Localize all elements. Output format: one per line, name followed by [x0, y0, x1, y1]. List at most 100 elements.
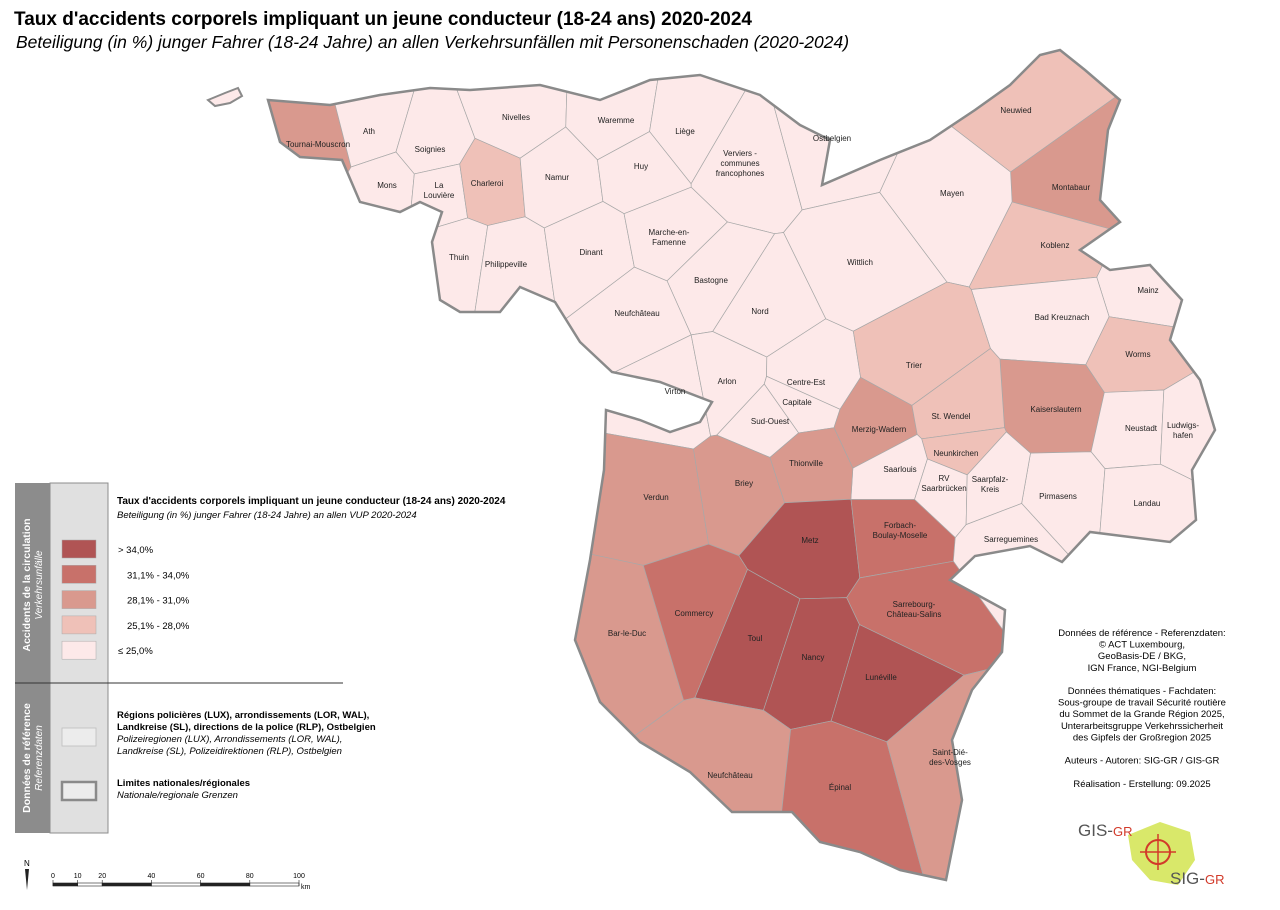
north-label: N: [24, 859, 30, 868]
region-label: Metz: [801, 536, 818, 545]
legend-label: 31,1% - 34,0%: [127, 570, 190, 581]
region-label: Liège: [675, 127, 695, 136]
region-label: francophones: [716, 169, 764, 178]
region-label: Sud-Ouest: [751, 417, 790, 426]
region-label: Saarpfalz-: [972, 475, 1009, 484]
credit-line: GeoBasis-DE / BKG,: [1098, 651, 1186, 662]
region-label: Philippeville: [485, 260, 528, 269]
region-label: Nord: [751, 307, 768, 316]
region-label: Ath: [363, 127, 375, 136]
legend-swatch: [61, 539, 97, 559]
scale-segment: [249, 882, 300, 887]
scale-tick-label: 0: [51, 873, 55, 880]
logo-part: GR: [1113, 824, 1133, 839]
reference-sublabel: Polizeiregionen (LUX), Arrondissements (…: [117, 734, 342, 745]
region-label: Kaiserslautern: [1030, 405, 1081, 414]
region-label: Wittlich: [847, 258, 873, 267]
credit-line: Réalisation - Erstellung: 09.2025: [1073, 779, 1210, 790]
region-labels: Tournai-Mouscron Ath Soignies Nivelles Warem…: [286, 106, 1199, 792]
reference-swatch: [61, 727, 97, 747]
region-label: Nancy: [802, 653, 825, 662]
region-label: Trier: [906, 361, 922, 370]
logo: GIS-GR SIG-GR: [1078, 821, 1224, 888]
region-label: Dinant: [579, 248, 603, 257]
scale-tick-label: 80: [246, 873, 254, 880]
national-border: [266, 48, 1217, 882]
region-label: Forbach-: [884, 521, 916, 530]
subtitle: Beteiligung (in %) junger Fahrer (18-24 …: [16, 32, 849, 52]
region-label: Arlon: [718, 377, 737, 386]
legend-side-title: Données de référence: [21, 703, 33, 813]
reference-sublabel: Landkreise (SL), Polizeidirektionen (RLP…: [117, 746, 342, 757]
region-label: Ostbelgien: [813, 134, 851, 143]
credit-line: Données thématiques - Fachdaten:: [1068, 686, 1216, 697]
region-label: Centre-Est: [787, 378, 826, 387]
legend-title: Taux d'accidents corporels impliquant un…: [117, 496, 506, 507]
logo-text: GIS-GR: [1078, 821, 1132, 840]
region-label: Sarreguemines: [984, 535, 1038, 544]
region-label: Neustadt: [1125, 424, 1158, 433]
reference-swatch: [60, 780, 98, 802]
region-label: Soignies: [415, 145, 446, 154]
credits: Données de référence - Referenzdaten:© A…: [1058, 628, 1226, 790]
scale-segment: [101, 882, 152, 887]
region-label: Nivelles: [502, 113, 530, 122]
region-label: Marche-en-: [649, 228, 690, 237]
region-label: Neunkirchen: [934, 449, 979, 458]
reference-label: Landkreise (SL), directions de la police…: [117, 722, 376, 733]
region-label: Neufchâteau: [614, 309, 659, 318]
region-label: Briey: [735, 479, 753, 488]
scale-segment: [77, 882, 103, 887]
region-label: Worms: [1125, 350, 1150, 359]
region-label: Louvière: [424, 191, 455, 200]
region-label: Huy: [634, 162, 648, 171]
legend-swatch: [61, 615, 97, 635]
region-label: Bad Kreuznach: [1035, 313, 1090, 322]
legend-subtitle: Beteiligung (in %) junger Fahrer (18-24 …: [117, 510, 417, 521]
legend-swatch: [61, 565, 97, 584]
region-label: Pirmasens: [1039, 492, 1077, 501]
region-label: Neufchâteau: [707, 771, 752, 780]
region-label: Commercy: [675, 609, 714, 618]
region-label: Saint-Dié-: [932, 748, 968, 757]
region-label: St. Wendel: [932, 412, 971, 421]
logo-text: SIG-GR: [1170, 869, 1224, 888]
reference-label: Limites nationales/régionales: [117, 778, 250, 789]
region-label: Neuwied: [1000, 106, 1031, 115]
region-label: Capitale: [782, 398, 812, 407]
region-label: Mainz: [1137, 286, 1158, 295]
legend-swatch: [61, 640, 97, 660]
region-label: Thionville: [789, 459, 823, 468]
region-label: Saarbrücken: [921, 484, 966, 493]
scale-bar: 0 10 20 40 60 80 100 km: [51, 873, 310, 891]
north-arrow: [25, 869, 29, 890]
region-label: Ludwigs-: [1167, 421, 1199, 430]
region-label: Mayen: [940, 189, 964, 198]
credit-line: Auteurs - Autoren: SIG-GR / GIS-GR: [1065, 756, 1220, 767]
island: [206, 86, 244, 108]
legend-side-title: Accidents de la circulation: [21, 518, 33, 651]
legend: > 34,0% 31,1% - 34,0% 28,1% - 31,0% 25,1% -…: [60, 539, 376, 802]
region-label: RV: [939, 474, 951, 483]
region-label: Sarrebourg-: [893, 600, 936, 609]
scale-segment: [52, 882, 78, 887]
scale-tick-label: 20: [98, 873, 106, 880]
scale-tick-label: 60: [197, 873, 205, 880]
credit-line: © ACT Luxembourg,: [1099, 640, 1185, 651]
region-label: Verdun: [643, 493, 668, 502]
scale-segment: [200, 882, 251, 887]
legend-side-subtitle: Verkehrsunfälle: [34, 550, 45, 620]
region-label: communes: [720, 159, 759, 168]
region-label: Château-Salins: [887, 610, 942, 619]
region-label: Bar-le-Duc: [608, 629, 646, 638]
credit-line: Unterarbeitsgruppe Verkehrssicherheit: [1061, 721, 1223, 732]
logo-part: GR: [1205, 872, 1225, 887]
region-label: Famenne: [652, 238, 686, 247]
region: [965, 431, 1031, 526]
legend-label: 28,1% - 31,0%: [127, 596, 190, 607]
title: Taux d'accidents corporels impliquant un…: [14, 9, 752, 30]
region-label: Thuin: [449, 253, 469, 262]
